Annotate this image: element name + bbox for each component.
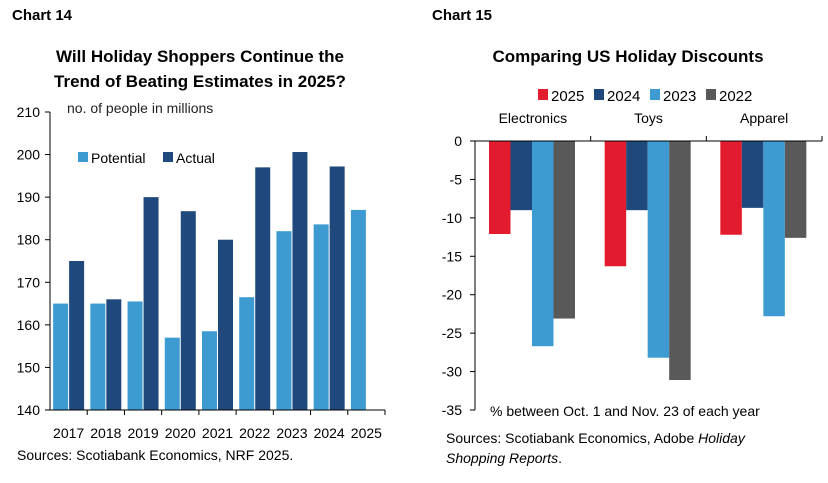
bar-potential <box>127 301 143 410</box>
legend-label: Potential <box>91 150 145 166</box>
source-note-line1: Sources: Scotiabank Economics, Adobe Hol… <box>446 430 746 446</box>
bar-2025 <box>604 141 627 267</box>
x-tick-label: 2023 <box>276 425 307 441</box>
x-tick-label: 2025 <box>351 425 382 441</box>
y-tick-label: -30 <box>442 364 462 380</box>
bar-2024 <box>741 141 764 208</box>
y-tick-label: 190 <box>17 189 41 205</box>
y-tick-label: -20 <box>442 287 462 303</box>
bar-potential <box>202 331 217 410</box>
bar-2023 <box>763 141 785 317</box>
category-label: Electronics <box>499 110 567 126</box>
source-text: Shopping Reports <box>446 450 558 466</box>
legend-swatch <box>706 89 716 100</box>
bar-2023 <box>647 141 670 358</box>
bar-potential <box>53 303 69 410</box>
legend-label: Actual <box>176 150 215 166</box>
legend-swatch-potential <box>78 152 88 162</box>
bar-potential <box>350 209 366 410</box>
y-tick-label: -25 <box>442 325 462 341</box>
chart-title: Will Holiday Shoppers Continue the <box>56 47 344 66</box>
chart-label: Chart 14 <box>12 7 73 24</box>
bar-2024 <box>626 141 648 211</box>
chart-title: Comparing US Holiday Discounts <box>492 47 763 66</box>
bar-2022 <box>553 141 575 319</box>
source-text: Sources: Scotiabank Economics, Adobe <box>446 430 698 446</box>
y-tick-label: 170 <box>17 274 41 290</box>
x-tick-label: 2022 <box>239 425 270 441</box>
y-tick-label: -35 <box>442 402 462 418</box>
chart-label: Chart 15 <box>432 7 492 24</box>
source-text: . <box>558 450 562 466</box>
y-tick-label: -5 <box>450 171 463 187</box>
y-tick-label: -15 <box>442 248 462 264</box>
legend-label: 2023 <box>663 88 696 105</box>
category-label: Toys <box>634 110 663 126</box>
y-tick-label: -10 <box>442 210 462 226</box>
legend-label: 2024 <box>607 88 640 105</box>
x-tick-label: 2019 <box>127 425 158 441</box>
bar-2022 <box>784 141 807 238</box>
y-tick-label: 200 <box>17 147 41 163</box>
y-tick-label: 140 <box>17 402 41 418</box>
bar-potential <box>276 231 292 410</box>
y-tick-label: 210 <box>17 104 41 120</box>
category-label: Apparel <box>740 110 788 126</box>
source-text: Holiday <box>698 430 746 446</box>
bar-2023 <box>532 141 554 347</box>
bar-2025 <box>489 141 511 234</box>
bar-2024 <box>510 141 532 211</box>
chart-title: Trend of Beating Estimates in 2025? <box>54 72 346 91</box>
bar-actual <box>106 299 122 410</box>
source-note-line2: Shopping Reports. <box>446 450 562 466</box>
y-axis-label: no. of people in millions <box>67 100 213 116</box>
legend-swatch <box>594 89 604 100</box>
bar-actual <box>218 239 233 410</box>
bar-actual <box>69 261 85 410</box>
legend-swatch <box>650 89 660 100</box>
legend-swatch-actual <box>163 152 173 162</box>
x-tick-label: 2017 <box>53 425 84 441</box>
bar-actual <box>255 167 271 410</box>
source-note: Sources: Scotiabank Economics, NRF 2025. <box>17 447 293 463</box>
bar-actual <box>292 152 308 410</box>
y-tick-label: 0 <box>454 133 462 149</box>
bar-potential <box>164 337 180 410</box>
bar-actual <box>143 197 159 410</box>
note: % between Oct. 1 and Nov. 23 of each yea… <box>490 403 760 419</box>
bar-actual <box>329 166 345 410</box>
x-tick-label: 2020 <box>165 425 196 441</box>
bar-potential <box>90 303 106 410</box>
bar-potential <box>313 224 329 410</box>
bar-2025 <box>720 141 742 235</box>
legend-label: 2025 <box>551 88 584 105</box>
y-tick-label: 180 <box>17 232 41 248</box>
legend-label: 2022 <box>719 88 752 105</box>
x-tick-label: 2021 <box>202 425 233 441</box>
bar-potential <box>239 297 255 410</box>
x-tick-label: 2024 <box>314 425 345 441</box>
x-tick-label: 2018 <box>90 425 121 441</box>
bar-actual <box>180 211 196 410</box>
legend-swatch <box>538 89 548 100</box>
y-tick-label: 160 <box>17 317 41 333</box>
y-tick-label: 150 <box>17 359 41 375</box>
bar-2022 <box>669 141 691 381</box>
